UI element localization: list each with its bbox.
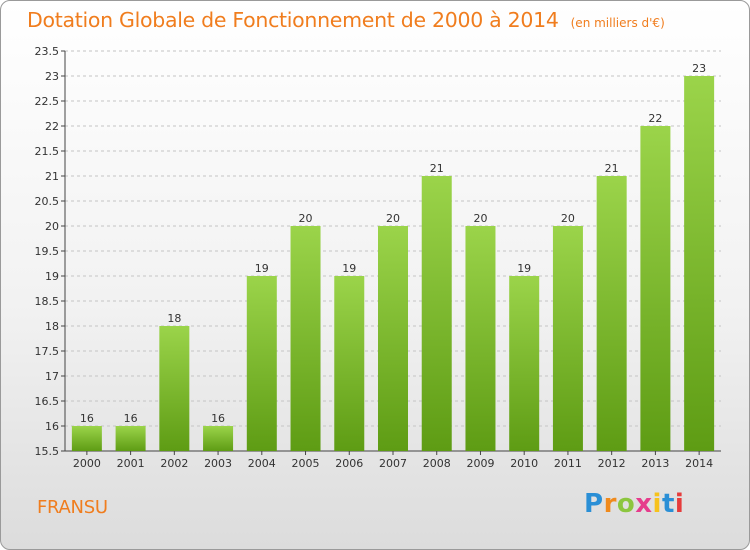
x-tick-label: 2006 [335, 457, 363, 470]
y-tick-label: 21 [45, 170, 59, 183]
chart-title-text: Dotation Globale de Fonctionnement de 20… [27, 8, 559, 32]
bar-value-label: 19 [517, 262, 531, 275]
y-tick-label: 17 [45, 370, 59, 383]
bar-value-label: 20 [561, 212, 575, 225]
y-tick-label: 23.5 [35, 45, 60, 58]
x-tick-label: 2011 [554, 457, 582, 470]
x-tick-label: 2014 [685, 457, 713, 470]
bar-value-label: 16 [211, 412, 225, 425]
logo-letter: i [652, 489, 662, 519]
chart-title: Dotation Globale de Fonctionnement de 20… [27, 8, 665, 32]
bar-value-label: 23 [692, 62, 706, 75]
bar [509, 276, 540, 451]
bar [465, 226, 496, 451]
bar-value-label: 18 [167, 312, 181, 325]
x-tick-label: 2012 [598, 457, 626, 470]
bar [115, 426, 146, 451]
x-tick-label: 2007 [379, 457, 407, 470]
proxiti-logo: Proxiti [584, 489, 684, 519]
bar [334, 276, 365, 451]
bar [203, 426, 234, 451]
logo-letter: i [674, 489, 685, 519]
logo-letter: o [616, 489, 636, 519]
y-tick-label: 18.5 [35, 295, 60, 308]
x-tick-label: 2009 [466, 457, 494, 470]
x-tick-label: 2005 [292, 457, 320, 470]
bar [246, 276, 277, 451]
logo-letter: t [661, 489, 675, 519]
x-tick-label: 2004 [248, 457, 276, 470]
bar [159, 326, 190, 451]
bar-value-label: 20 [386, 212, 400, 225]
bar-value-label: 16 [124, 412, 138, 425]
y-tick-label: 20 [45, 220, 59, 233]
x-tick-label: 2013 [641, 457, 669, 470]
y-tick-label: 21.5 [35, 145, 60, 158]
x-tick-label: 2008 [423, 457, 451, 470]
logo-letter: x [635, 489, 653, 519]
x-tick-label: 2000 [73, 457, 101, 470]
commune-name: FRANSU [37, 497, 108, 518]
y-tick-label: 22 [45, 120, 59, 133]
bar-value-label: 16 [80, 412, 94, 425]
bar [684, 76, 715, 451]
y-tick-label: 22.5 [35, 95, 60, 108]
bar-value-label: 19 [342, 262, 356, 275]
y-tick-label: 19.5 [35, 245, 60, 258]
y-tick-label: 20.5 [35, 195, 60, 208]
bar [552, 226, 583, 451]
x-tick-label: 2001 [117, 457, 145, 470]
bar-value-label: 19 [255, 262, 269, 275]
y-tick-label: 18 [45, 320, 59, 333]
bar-value-label: 21 [605, 162, 619, 175]
bar [71, 426, 102, 451]
bar [290, 226, 321, 451]
x-tick-label: 2002 [160, 457, 188, 470]
bar [421, 176, 452, 451]
bar [640, 126, 671, 451]
y-tick-label: 15.5 [35, 445, 60, 458]
unit-note: (en milliers d'€) [570, 16, 665, 30]
y-tick-label: 17.5 [35, 345, 60, 358]
bar-value-label: 21 [430, 162, 444, 175]
y-tick-label: 16 [45, 420, 59, 433]
x-tick-label: 2010 [510, 457, 538, 470]
bar-value-label: 20 [299, 212, 313, 225]
y-tick-label: 19 [45, 270, 59, 283]
y-tick-label: 16.5 [35, 395, 60, 408]
logo-letter: P [584, 489, 604, 519]
bar-value-label: 20 [473, 212, 487, 225]
logo-letter: r [603, 489, 617, 519]
bar [596, 176, 627, 451]
bar [378, 226, 408, 451]
x-tick-label: 2003 [204, 457, 232, 470]
bar-value-label: 22 [648, 112, 662, 125]
y-tick-label: 23 [45, 70, 59, 83]
